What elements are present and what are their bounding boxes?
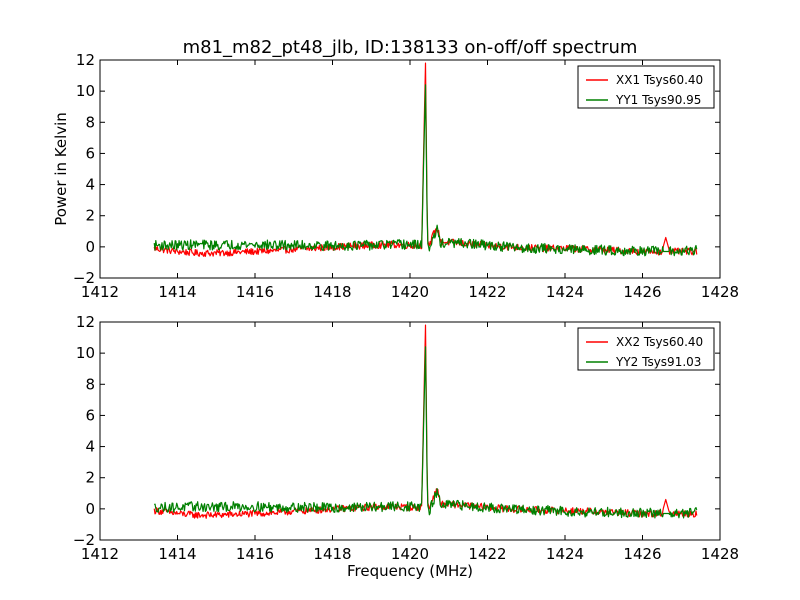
y-tick-label: 2 [85, 469, 95, 487]
y-tick-label: 10 [76, 82, 95, 100]
legend-label: XX1 Tsys60.40 [616, 73, 703, 87]
legend-label: YY2 Tsys91.03 [615, 355, 701, 369]
x-tick-label: 1420 [391, 545, 429, 563]
y-tick-label: 6 [85, 406, 95, 424]
x-tick-label: 1418 [313, 283, 351, 301]
x-tick-label: 1426 [623, 283, 661, 301]
y-tick-label: 10 [76, 344, 95, 362]
legend-label: YY1 Tsys90.95 [615, 93, 701, 107]
x-axis-label: Frequency (MHz) [347, 562, 473, 580]
x-tick-label: 1422 [468, 283, 506, 301]
y-tick-label: 4 [85, 438, 95, 456]
x-tick-label: 1414 [158, 545, 196, 563]
y-tick-label: 12 [76, 51, 95, 69]
x-tick-label: 1416 [236, 545, 274, 563]
legend-box [577, 65, 715, 109]
y-tick-label: 2 [85, 207, 95, 225]
x-tick-label: 1418 [313, 545, 351, 563]
x-tick-label: 1422 [468, 545, 506, 563]
x-tick-label: 1424 [546, 545, 584, 563]
y-tick-label: 8 [85, 375, 95, 393]
y-tick-label: −2 [73, 531, 95, 549]
x-tick-label: 1412 [81, 545, 119, 563]
x-tick-label: 1414 [158, 283, 196, 301]
legend: XX2 Tsys60.40 YY2 Tsys91.03 [577, 327, 715, 371]
y-axis-label: Power in Kelvin [52, 112, 70, 226]
series-line-xx1 [153, 62, 698, 257]
y-tick-label: 4 [85, 176, 95, 194]
series-line-xx2 [153, 324, 698, 519]
legend: XX1 Tsys60.40 YY1 Tsys90.95 [577, 65, 715, 109]
y-tick-label: 12 [76, 313, 95, 331]
y-tick-label: 0 [85, 238, 95, 256]
figure-title: m81_m82_pt48_jlb, ID:138133 on-off/off s… [183, 37, 638, 58]
x-tick-label: 1426 [623, 545, 661, 563]
panel-1: 1412 1414 1416 1418 1420 1422 1424 1426 1428 −2 0 2… [52, 51, 739, 301]
x-tick-label: 1416 [236, 283, 274, 301]
y-tick-label: −2 [73, 269, 95, 287]
y-tick-label: 8 [85, 113, 95, 131]
y-tick-label: 6 [85, 144, 95, 162]
x-tick-label: 1428 [701, 545, 739, 563]
x-tick-label: 1428 [701, 283, 739, 301]
x-tick-label: 1412 [81, 283, 119, 301]
legend-box [577, 327, 715, 371]
series-line-yy1 [153, 84, 698, 257]
x-tick-label: 1424 [546, 283, 584, 301]
panel-2: 1412 1414 1416 1418 1420 1422 1424 1426 1428 −2 0 2… [73, 313, 739, 580]
legend-label: XX2 Tsys60.40 [616, 335, 703, 349]
y-tick-label: 0 [85, 500, 95, 518]
series-line-yy2 [153, 346, 698, 519]
x-tick-label: 1420 [391, 283, 429, 301]
